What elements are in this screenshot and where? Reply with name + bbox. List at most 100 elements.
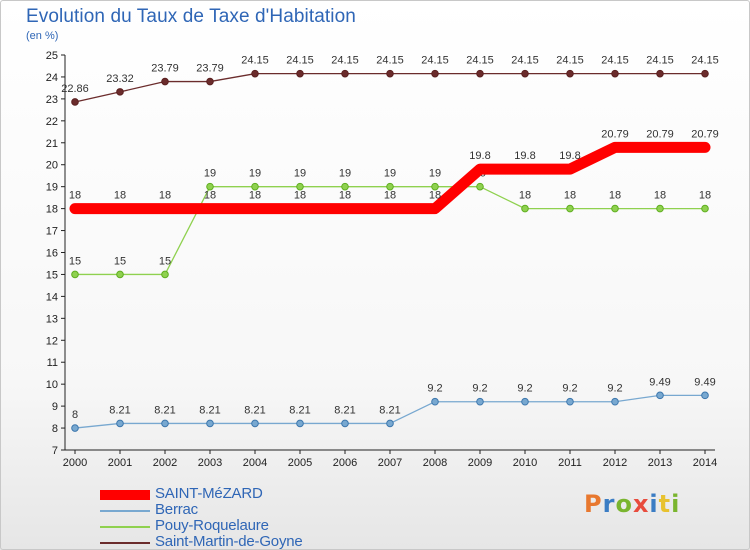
data-point-pouy-roquelaure (431, 182, 439, 191)
data-label-saint-martin-de-goyne: 24.15 (466, 55, 494, 67)
data-point-saint-martin-de-goyne (701, 69, 709, 78)
data-point-berrac (566, 397, 574, 406)
x-tick-label: 2003 (198, 457, 222, 469)
logo-letter: o (615, 490, 633, 518)
data-point-saint-martin-de-goyne (476, 69, 484, 78)
data-label-berrac: 8.21 (154, 404, 175, 416)
legend-swatch (100, 542, 150, 544)
data-label-saint-martin-de-goyne: 24.15 (376, 55, 404, 67)
data-label-saint-martin-de-goyne: 24.15 (421, 55, 449, 67)
y-tick-label: 24 (46, 72, 58, 84)
data-point-pouy-roquelaure (566, 204, 574, 213)
data-label-saint-martin-de-goyne: 24.15 (241, 55, 269, 67)
data-label-saint-martin-de-goyne: 23.32 (106, 73, 134, 85)
data-label-saint-m-zard: 18 (339, 190, 351, 202)
legend-swatch (100, 526, 150, 528)
data-point-saint-martin-de-goyne (566, 69, 574, 78)
x-tick-label: 2013 (648, 457, 672, 469)
y-tick-label: 17 (46, 226, 58, 238)
data-point-pouy-roquelaure (611, 204, 619, 213)
data-label-saint-martin-de-goyne: 24.15 (331, 55, 359, 67)
legend-label: SAINT-MéZARD (155, 485, 263, 502)
logo-letter: r (602, 490, 616, 518)
data-point-saint-martin-de-goyne (341, 69, 349, 78)
data-point-berrac (71, 424, 79, 432)
y-tick-label: 13 (46, 313, 58, 325)
x-tick-label: 2002 (153, 457, 177, 469)
data-point-berrac (161, 419, 169, 428)
data-label-pouy-roquelaure: 15 (159, 255, 171, 267)
x-tick-label: 2006 (333, 457, 357, 469)
data-label-berrac: 8.21 (244, 404, 265, 416)
data-label-saint-martin-de-goyne: 24.15 (511, 55, 539, 67)
data-label-pouy-roquelaure: 15 (69, 255, 81, 267)
y-tick-label: 16 (46, 248, 58, 260)
data-point-saint-martin-de-goyne (116, 88, 124, 96)
data-label-berrac: 9.49 (649, 376, 670, 388)
x-tick-label: 2000 (63, 457, 87, 469)
data-label-saint-m-zard: 19.8 (514, 150, 535, 162)
y-tick-label: 23 (46, 94, 58, 106)
data-label-pouy-roquelaure: 19 (294, 168, 306, 180)
data-label-berrac: 8.21 (109, 404, 130, 416)
data-point-berrac (341, 419, 349, 428)
data-point-pouy-roquelaure (476, 182, 484, 191)
x-tick-label: 2014 (693, 457, 717, 469)
x-tick-label: 2010 (513, 457, 537, 469)
data-label-saint-m-zard: 19.8 (469, 150, 490, 162)
legend-label: Pouy-Roquelaure (155, 517, 269, 534)
y-tick-label: 11 (47, 357, 58, 369)
data-label-saint-m-zard: 18 (294, 190, 306, 202)
data-label-berrac: 8.21 (379, 404, 400, 416)
data-point-saint-martin-de-goyne (206, 77, 214, 86)
data-label-berrac: 9.2 (562, 383, 577, 395)
y-tick-label: 15 (46, 269, 58, 281)
y-tick-label: 10 (46, 379, 58, 391)
data-label-saint-martin-de-goyne: 24.15 (556, 55, 584, 67)
data-label-saint-m-zard: 18 (159, 190, 171, 202)
data-label-berrac: 8.21 (199, 404, 220, 416)
x-tick-label: 2011 (558, 457, 582, 469)
data-point-saint-martin-de-goyne (161, 77, 169, 86)
data-point-saint-martin-de-goyne (251, 69, 259, 78)
data-point-berrac (206, 419, 214, 428)
y-tick-label: 21 (46, 138, 58, 150)
logo-letter: i (671, 490, 681, 518)
data-label-pouy-roquelaure: 19 (429, 168, 441, 180)
x-tick-label: 2004 (243, 457, 267, 469)
chart-subtitle: (en %) (26, 30, 59, 42)
y-tick-label: 7 (52, 445, 58, 457)
data-point-berrac (611, 397, 619, 406)
data-label-pouy-roquelaure: 19 (204, 168, 216, 180)
data-label-saint-m-zard: 19.8 (559, 150, 580, 162)
data-label-saint-m-zard: 20.79 (691, 128, 719, 140)
data-label-saint-m-zard: 18 (249, 190, 261, 202)
x-tick-label: 2005 (288, 457, 312, 469)
data-label-pouy-roquelaure: 18 (519, 190, 531, 202)
data-label-berrac: 9.2 (607, 383, 622, 395)
data-label-berrac: 8.21 (289, 404, 310, 416)
data-label-berrac: 9.2 (517, 383, 532, 395)
data-point-pouy-roquelaure (701, 204, 709, 213)
data-label-pouy-roquelaure: 18 (699, 190, 711, 202)
legend-label: Saint-Martin-de-Goyne (155, 533, 303, 550)
data-label-saint-martin-de-goyne: 24.15 (286, 55, 314, 67)
data-label-saint-m-zard: 18 (114, 190, 126, 202)
logo-letter: t (658, 490, 672, 518)
data-point-pouy-roquelaure (161, 270, 169, 279)
legend-swatch (100, 490, 150, 500)
data-point-berrac (251, 419, 259, 428)
data-label-saint-martin-de-goyne: 23.79 (196, 63, 224, 75)
data-label-pouy-roquelaure: 19 (339, 168, 351, 180)
x-tick-label: 2009 (468, 457, 492, 469)
data-point-pouy-roquelaure (296, 182, 304, 191)
data-point-pouy-roquelaure (656, 204, 664, 213)
data-label-saint-m-zard: 18 (384, 190, 396, 202)
y-tick-label: 19 (46, 182, 58, 194)
data-label-berrac: 8.21 (334, 404, 355, 416)
logo-letter: i (649, 490, 659, 518)
data-label-berrac: 9.2 (472, 383, 487, 395)
x-tick-label: 2001 (108, 457, 132, 469)
data-label-pouy-roquelaure: 19 (384, 168, 396, 180)
